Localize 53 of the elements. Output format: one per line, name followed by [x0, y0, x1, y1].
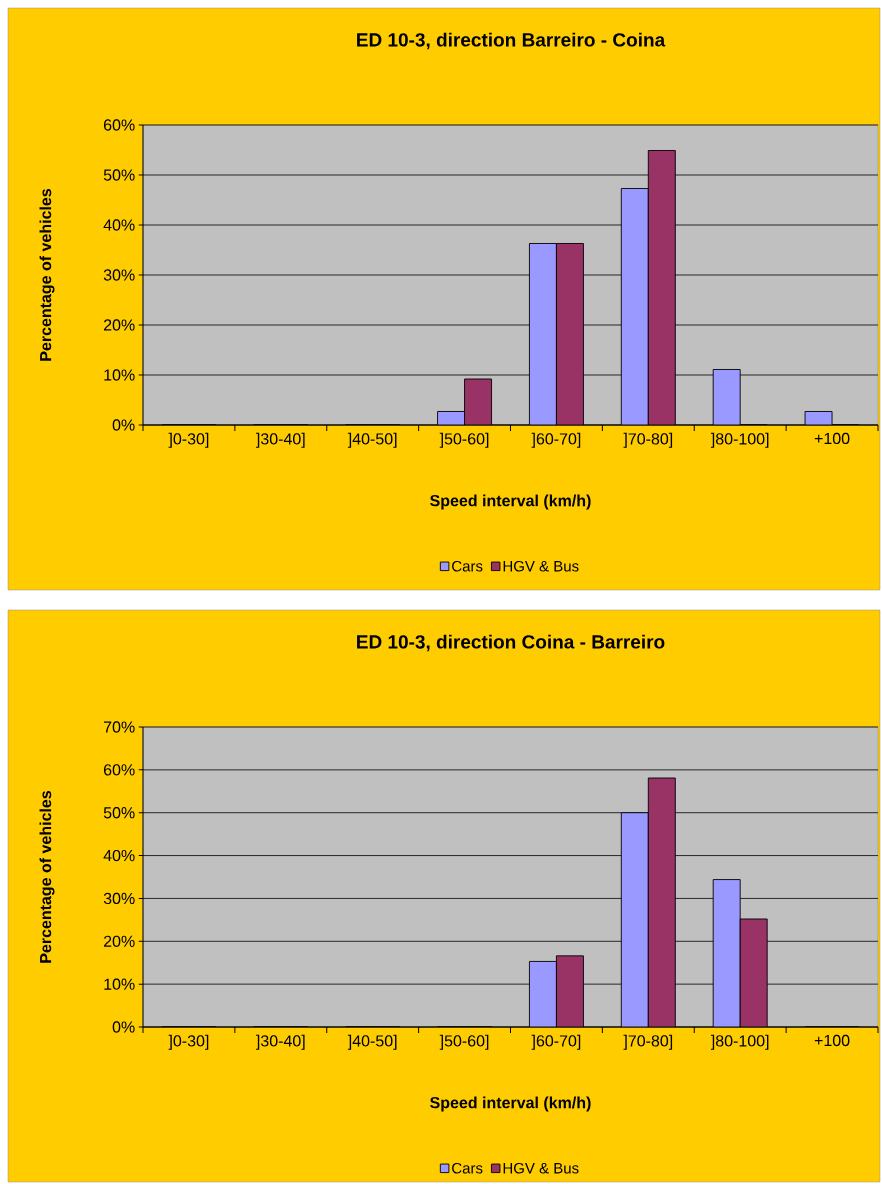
- y-tick-label: 10%: [104, 369, 135, 381]
- x-tick-label: +100: [814, 432, 850, 445]
- bar: [620, 812, 649, 1027]
- x-tick-label: ]60-70]: [531, 432, 581, 448]
- y-tick-label: 30%: [103, 892, 135, 905]
- chart-title: ED 10-3, direction Barreiro - Coina: [357, 32, 666, 50]
- y-tick-label: 50%: [103, 169, 135, 181]
- bar: [528, 243, 557, 425]
- bar: [464, 378, 493, 425]
- bar: [739, 918, 768, 1027]
- bar: [555, 955, 584, 1027]
- x-tick-label: ]30-40]: [256, 1034, 305, 1050]
- y-tick-label: 40%: [103, 849, 135, 862]
- y-tick-label: 0%: [112, 419, 135, 431]
- bar: [647, 777, 676, 1027]
- y-tick-label: 30%: [103, 269, 135, 281]
- bar: [647, 150, 676, 425]
- x-tick-label: ]0-30]: [168, 1034, 209, 1050]
- x-tick-label: ]70-80]: [623, 1034, 673, 1050]
- x-axis-title: Speed interval (km/h): [430, 1096, 591, 1112]
- bar: [712, 879, 741, 1027]
- y-tick-label: 20%: [103, 319, 135, 331]
- x-tick-label: ]40-50]: [347, 1034, 397, 1050]
- chart-title: ED 10-3, direction Coina - Barreiro: [357, 634, 665, 652]
- legend-label: HGV & Bus: [503, 1162, 579, 1174]
- legend-label: Cars: [452, 1162, 483, 1174]
- x-tick-label: ]70-80]: [623, 432, 673, 448]
- y-axis-title: Percentage of vehicles: [39, 188, 55, 361]
- x-tick-label: ]50-60]: [439, 1034, 489, 1050]
- x-tick-label: +100: [814, 1034, 850, 1047]
- x-axis-title: Speed interval (km/h): [430, 494, 591, 510]
- legend-label: HGV & Bus: [503, 560, 579, 572]
- x-tick-label: ]50-60]: [439, 432, 489, 448]
- bar: [528, 960, 557, 1027]
- y-tick-label: 40%: [103, 219, 135, 231]
- bar: [555, 243, 584, 425]
- x-tick-label: ]80-100]: [710, 1034, 769, 1050]
- y-tick-label: 50%: [103, 807, 135, 819]
- bar: [620, 188, 649, 425]
- y-tick-label: 10%: [104, 978, 135, 990]
- y-tick-label: 70%: [103, 721, 135, 733]
- x-tick-label: ]40-50]: [347, 432, 397, 448]
- legend-label: Cars: [452, 560, 483, 572]
- bar: [712, 369, 741, 425]
- y-tick-label: 60%: [103, 764, 135, 776]
- y-tick-label: 0%: [112, 1021, 135, 1033]
- y-tick-label: 60%: [103, 119, 135, 131]
- y-tick-label: 20%: [103, 935, 135, 947]
- x-tick-label: ]80-100]: [710, 432, 769, 448]
- y-axis-title: Percentage of vehicles: [39, 790, 55, 963]
- x-tick-label: ]60-70]: [531, 1034, 581, 1050]
- x-tick-label: ]0-30]: [168, 432, 209, 448]
- x-tick-label: ]30-40]: [256, 432, 305, 448]
